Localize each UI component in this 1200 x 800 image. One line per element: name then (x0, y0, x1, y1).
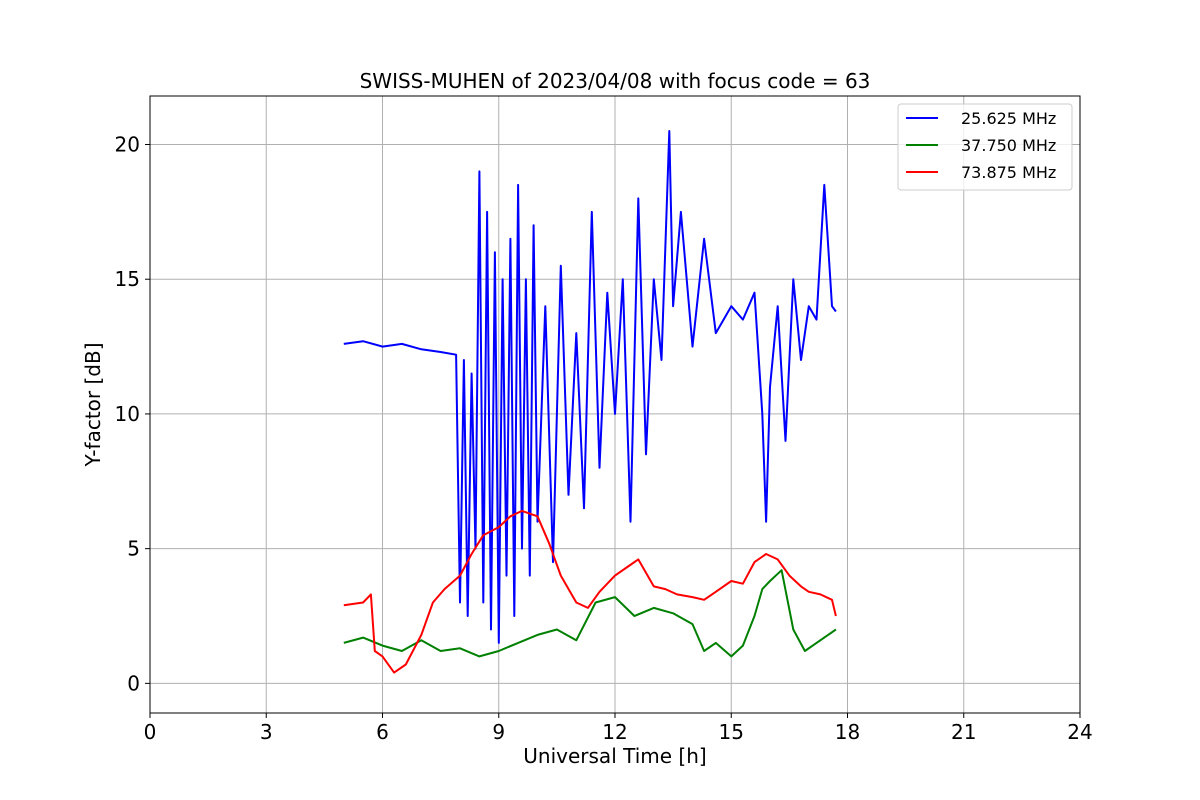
legend: 25.625 MHz 37.750 MHz 73.875 MHz (897, 103, 1073, 191)
y-tick-label: 10 (115, 402, 140, 426)
y-tick-label: 15 (115, 267, 140, 291)
x-tick-label: 24 (1067, 720, 1092, 744)
chart-title: SWISS-MUHEN of 2023/04/08 with focus cod… (360, 69, 871, 93)
y-axis-label: Y-factor [dB] (81, 342, 105, 467)
x-tick-label: 15 (719, 720, 744, 744)
x-tick-label: 3 (260, 720, 273, 744)
x-axis-label: Universal Time [h] (523, 744, 706, 768)
plot-series (343, 130, 837, 674)
x-tick-label: 9 (492, 720, 505, 744)
axis-ticks: 0 3 6 9 12 15 18 21 24 0 5 10 15 20 (115, 132, 1093, 744)
x-tick-label: 12 (602, 720, 627, 744)
y-tick-label: 0 (127, 671, 140, 695)
legend-label: 37.750 MHz (961, 136, 1056, 155)
series-line-3 (343, 509, 837, 674)
series-line-1 (343, 130, 837, 644)
x-tick-label: 21 (951, 720, 976, 744)
legend-label: 25.625 MHz (961, 109, 1056, 128)
y-tick-label: 5 (127, 537, 140, 561)
x-tick-label: 18 (835, 720, 860, 744)
legend-label: 73.875 MHz (961, 163, 1056, 182)
y-tick-label: 20 (115, 132, 140, 156)
legend-box (897, 103, 1073, 191)
x-tick-label: 0 (144, 720, 157, 744)
x-tick-label: 6 (376, 720, 389, 744)
series-line-2 (343, 569, 837, 658)
